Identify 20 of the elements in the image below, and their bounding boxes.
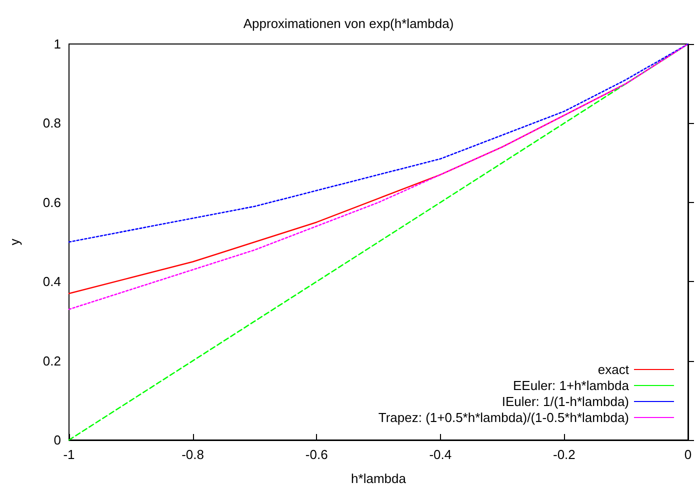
legend-label: EEuler: 1+h*lambda: [513, 378, 630, 393]
x-tick-label: 0: [684, 447, 692, 462]
y-tick-label: 0.2: [42, 353, 61, 368]
y-axis-title: y: [7, 238, 22, 246]
x-tick-label: -0.6: [305, 447, 328, 462]
x-tick-label: -1: [63, 447, 75, 462]
line-series: [68, 43, 689, 243]
x-tick-label: -0.4: [429, 447, 452, 462]
x-tick-label: -0.8: [182, 447, 204, 462]
legend-label: exact: [598, 362, 630, 377]
x-tick-label: -0.2: [552, 447, 576, 462]
y-tick-label: 0.6: [42, 194, 61, 210]
y-tick-label: 0: [54, 432, 61, 448]
legend-label: IEuler: 1/(1-h*lambda): [502, 394, 629, 409]
y-tick-label: 1: [54, 36, 61, 52]
legend-label: Trapez: (1+0.5*h*lambda)/(1-0.5*h*lambda): [378, 410, 629, 425]
x-axis-title: h*lambda: [351, 471, 407, 486]
chart-title: Approximationen von exp(h*lambda): [243, 16, 454, 31]
y-tick-label: 0.4: [42, 274, 61, 290]
y-tick-label: 0.8: [42, 116, 61, 131]
